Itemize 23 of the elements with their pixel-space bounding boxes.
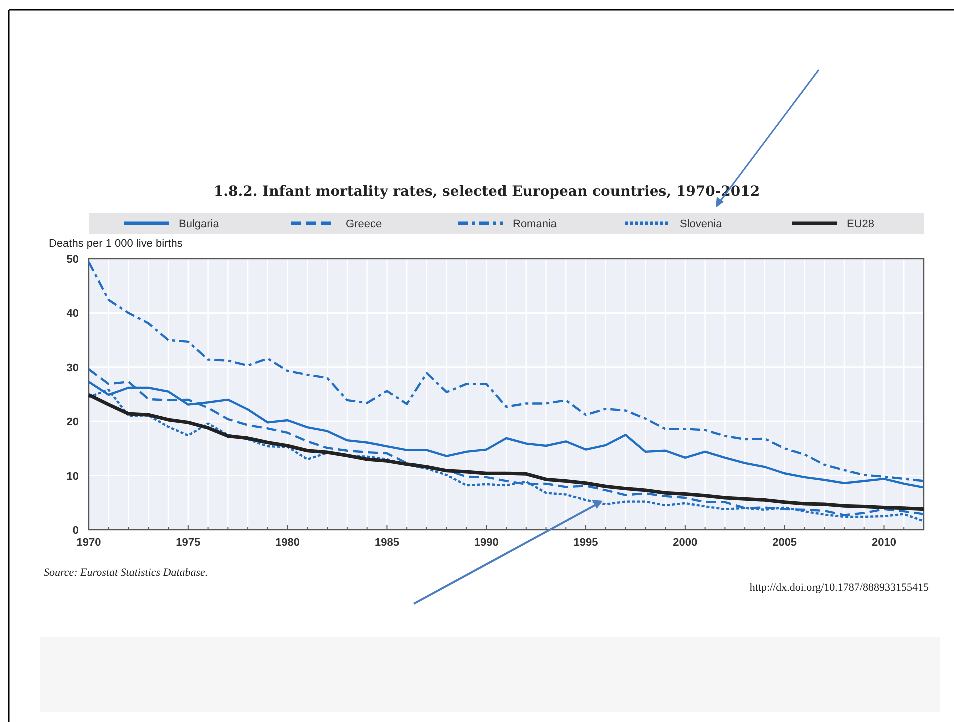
text: http://dx.doi.org/10.1787/888933155415: [750, 582, 930, 594]
x-tick-label: 1995: [574, 537, 598, 549]
y-tick-label: 30: [66, 362, 79, 374]
source-note: Source: Eurostat Statistics Database.: [44, 567, 208, 579]
x-tick-label: 1970: [76, 537, 102, 549]
x-tick-label: 1985: [374, 537, 400, 549]
x-tick-label: 1980: [276, 537, 300, 549]
x-tick-label: 2000: [673, 537, 698, 549]
legend-label: Slovenia: [680, 218, 724, 230]
y-tick-label: 50: [66, 254, 79, 266]
legend-label: EU28: [847, 218, 875, 230]
legend-label: Romania: [513, 218, 558, 230]
y-tick-label: 20: [66, 416, 79, 429]
x-tick-label: 2010: [872, 537, 896, 549]
y-tick-label: 40: [66, 308, 79, 320]
x-tick-label: 2005: [772, 537, 798, 549]
y-tick-label: 0: [72, 525, 79, 537]
legend-label: Bulgaria: [179, 218, 220, 230]
legend-label: Greece: [346, 218, 382, 230]
x-tick-label: 1990: [474, 537, 499, 549]
y-axis-title: Deaths per 1 000 live births: [49, 238, 184, 250]
y-tick-label: 10: [66, 470, 79, 483]
x-tick-label: 1975: [176, 537, 201, 549]
